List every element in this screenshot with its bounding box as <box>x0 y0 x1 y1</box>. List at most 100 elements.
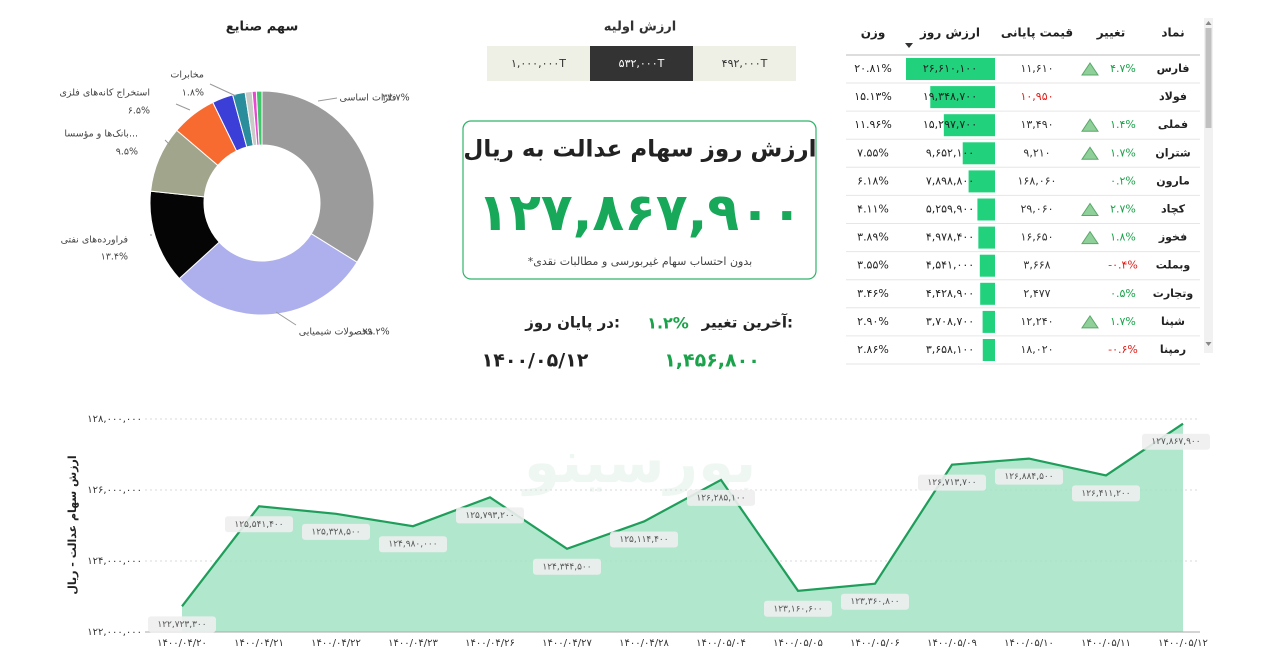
day-value: ۱۹,۳۴۸,۷۰۰ <box>923 90 977 103</box>
column-header[interactable]: ارزش روز <box>919 26 980 41</box>
change: ۱.۷% <box>1110 315 1136 328</box>
symbol: فارس <box>1157 62 1190 75</box>
y-axis-title: ارزش سهام عدالت - ریال <box>66 455 79 594</box>
price: ۳,۶۶۸ <box>1023 259 1050 272</box>
data-label: ۱۲۵,۱۱۴,۴۰۰ <box>619 535 668 545</box>
last-change-label: آخرین تغییر: <box>701 314 793 332</box>
weight: ۲۰.۸۱% <box>854 62 892 75</box>
change: ۰.۲% <box>1110 174 1136 187</box>
last-change: ۱.۲% <box>647 314 689 333</box>
data-label: ۱۲۶,۸۸۴,۵۰۰ <box>1004 472 1053 482</box>
data-label-box <box>687 489 755 506</box>
day-value: ۱۵,۲۹۷,۷۰۰ <box>923 118 977 131</box>
option-label[interactable]: ۴۹۲,۰۰۰T <box>722 57 768 70</box>
weight: ۷.۵۵% <box>857 146 889 159</box>
summary-title: ارزش روز سهام عدالت به ریال <box>463 137 816 163</box>
change: ۲.۷% <box>1110 203 1136 216</box>
up-arrow <box>1081 62 1099 76</box>
data-label-box <box>302 523 370 540</box>
pie-slice <box>261 90 375 263</box>
weight: ۱۱.۹۶% <box>854 118 892 131</box>
option-button[interactable] <box>693 46 796 81</box>
scroll-thumb[interactable] <box>1205 28 1212 128</box>
day-value: ۴,۴۲۸,۹۰۰ <box>926 287 974 300</box>
symbol: شپنا <box>1161 315 1185 328</box>
data-label: ۱۲۵,۳۲۸,۵۰۰ <box>311 527 360 537</box>
price: ۲,۴۷۷ <box>1023 287 1050 300</box>
data-label-box <box>379 536 447 553</box>
slice-value: ۶.۵% <box>128 106 150 117</box>
data-label-box <box>841 593 909 610</box>
summary-card <box>462 120 817 280</box>
weight: ۲.۸۶% <box>857 343 889 356</box>
symbol: وبملت <box>1156 259 1191 272</box>
leader-line <box>164 139 171 146</box>
symbol: وتجارت <box>1153 287 1194 300</box>
price: ۹,۲۱۰ <box>1023 146 1050 159</box>
day-value: ۵,۲۵۹,۹۰۰ <box>926 203 974 216</box>
day-value: ۳,۶۵۸,۱۰۰ <box>926 343 974 356</box>
weight: ۳.۸۹% <box>857 231 889 244</box>
symbol: شتران <box>1155 146 1190 159</box>
up-arrow <box>1081 202 1099 216</box>
change: -۰.۴% <box>1108 259 1138 272</box>
value-bar <box>943 114 995 137</box>
day-value: ۳,۷۰۸,۷۰۰ <box>926 315 974 328</box>
day-value: ۲۶,۶۱۰,۱۰۰ <box>923 62 977 75</box>
end-of-day-label: در پایان روز: <box>524 314 620 333</box>
date: ۱۴۰۰/۰۵/۱۲ <box>482 350 589 372</box>
value-bar <box>979 254 995 277</box>
data-label-box <box>610 531 678 548</box>
data-label: ۱۲۶,۴۱۱,۲۰۰ <box>1081 489 1130 499</box>
data-label-box <box>456 507 524 524</box>
data-label: ۱۲۵,۷۹۳,۲۰۰ <box>465 511 514 521</box>
data-label: ۱۲۳,۱۶۰,۶۰۰ <box>773 604 822 614</box>
option-button[interactable] <box>590 46 693 81</box>
price: ۱۶۸,۰۶۰ <box>1018 174 1057 187</box>
data-label: ۱۲۵,۵۴۱,۴۰۰ <box>234 520 283 530</box>
weight: ۶.۱۸% <box>857 174 889 187</box>
symbol: فولاد <box>1159 90 1187 103</box>
symbol: رمپنا <box>1160 343 1186 356</box>
weight: ۳.۵۵% <box>857 259 889 272</box>
leader-line <box>317 97 338 102</box>
option-button[interactable] <box>487 46 590 81</box>
data-label: ۱۲۷,۸۶۷,۹۰۰ <box>1151 437 1200 447</box>
leader-line <box>209 83 237 97</box>
change: ۱.۸% <box>1110 231 1136 244</box>
day-value: ۹,۶۵۲,۱۰۰ <box>926 146 974 159</box>
x-tick-label: ۱۴۰۰/۰۵/۱۱ <box>1081 638 1131 649</box>
option-label[interactable]: ۱,۰۰۰,۰۰۰T <box>511 57 566 70</box>
day-value: ۷,۸۹۸,۸۰۰ <box>926 174 974 187</box>
slice-label: فلزات اساسی <box>340 93 397 104</box>
up-arrow <box>1081 146 1099 160</box>
change: -۰.۶% <box>1108 343 1138 356</box>
price: ۱۰,۹۵۰ <box>1020 90 1053 103</box>
y-tick-label: ۱۲۴,۰۰۰,۰۰۰ <box>87 556 142 567</box>
x-tick-label: ۱۴۰۰/۰۴/۲۷ <box>542 638 592 649</box>
weight: ۱۵.۱۳% <box>854 90 892 103</box>
slice-value: ۲۹.۲% <box>362 327 389 338</box>
data-label: ۱۲۴,۳۴۴,۵۰۰ <box>542 562 591 572</box>
data-label-box <box>1142 433 1210 450</box>
slice-label: محصولات شیمیایی <box>299 327 373 338</box>
value-bar <box>962 142 995 165</box>
column-header: تغییر <box>1096 26 1126 40</box>
change: ۱.۴% <box>1110 118 1136 131</box>
price: ۲۹,۰۶۰ <box>1020 203 1053 216</box>
y-tick-label: ۱۲۲,۰۰۰,۰۰۰ <box>87 627 142 638</box>
option-label[interactable]: ۵۳۲,۰۰۰T <box>619 57 665 70</box>
data-label-box <box>918 474 986 491</box>
value-bar <box>906 58 995 80</box>
symbol: کچاد <box>1161 203 1186 216</box>
change: ۰.۵% <box>1110 287 1136 300</box>
value-bar <box>982 310 995 333</box>
data-label-box <box>995 468 1063 485</box>
column-header: وزن <box>861 26 886 41</box>
weight: ۴.۱۱% <box>857 203 889 216</box>
x-tick-label: ۱۴۰۰/۰۴/۲۸ <box>619 638 669 649</box>
y-tick-label: ۱۲۸,۰۰۰,۰۰۰ <box>87 414 142 425</box>
scrollbar[interactable] <box>1204 18 1213 353</box>
